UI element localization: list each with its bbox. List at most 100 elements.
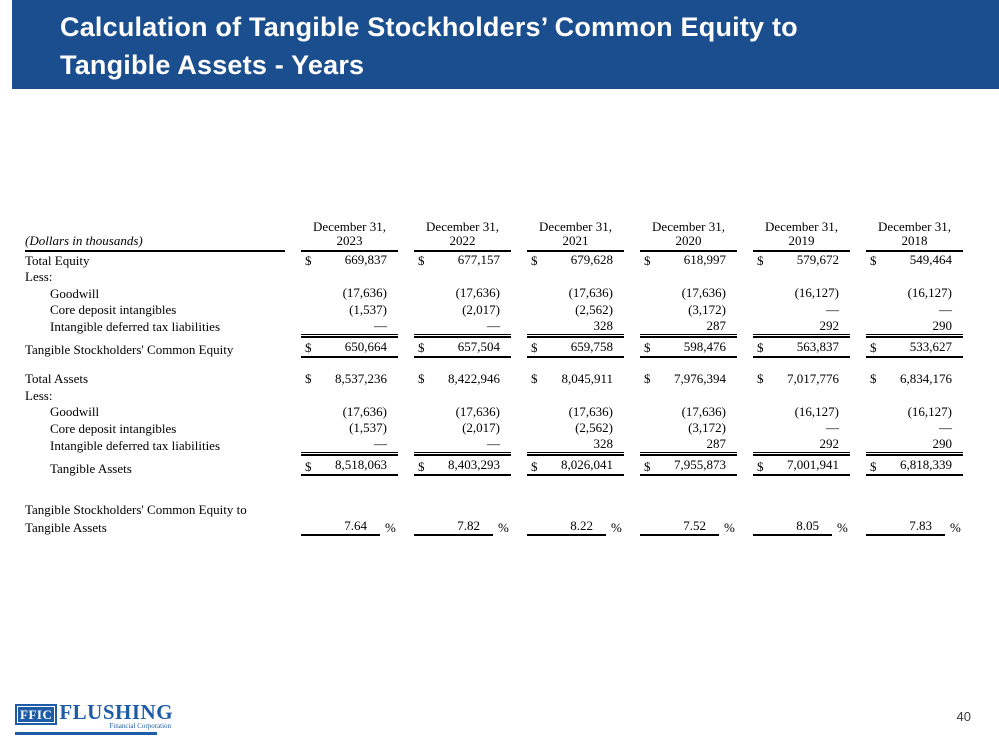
- value-cell: (17,636): [301, 404, 398, 420]
- currency-symbol: $: [305, 458, 312, 474]
- value: —: [374, 436, 387, 452]
- value-box: —: [753, 420, 850, 436]
- value-box: (17,636): [527, 404, 624, 420]
- value-box: —: [866, 420, 963, 436]
- value-box: $7,976,394: [640, 371, 737, 387]
- value-box: 290: [866, 436, 963, 454]
- value-box: 8.05: [753, 518, 832, 536]
- table-row: Less:: [25, 387, 975, 403]
- column-header-year: 2023: [336, 233, 363, 248]
- value-cell: (3,172): [640, 302, 737, 318]
- column-header-year: 2022: [449, 233, 476, 248]
- value-cell: —: [753, 420, 850, 436]
- slide-title-line1: Calculation of Tangible Stockholders’ Co…: [60, 12, 798, 42]
- value: 287: [706, 436, 727, 452]
- title-bar: Calculation of Tangible Stockholders’ Co…: [12, 0, 999, 89]
- value-cell: $677,157: [414, 252, 511, 268]
- value-box: 290: [866, 318, 963, 335]
- value-cell: —: [301, 436, 398, 454]
- value-cell: (17,636): [640, 404, 737, 420]
- logo-company-name: FLUSHING: [59, 700, 174, 724]
- value-box: $669,837: [301, 252, 398, 268]
- value-cell: (16,127): [866, 404, 963, 420]
- percent-sign: %: [950, 520, 961, 536]
- column-header-year: 2021: [562, 233, 589, 248]
- value-cell: (17,636): [527, 285, 624, 301]
- value-cell: $598,476: [640, 335, 737, 358]
- row-label: Core deposit intangibles: [50, 302, 177, 318]
- table-row: Goodwill (17,636) (17,636) (17,636) (17,636)…: [25, 285, 975, 301]
- currency-symbol: $: [644, 340, 651, 356]
- value-cell: 7.52%: [640, 518, 737, 536]
- percent-sign: %: [611, 520, 622, 536]
- logo-text-wrap: FLUSHING Financial Corporation: [59, 700, 174, 731]
- value-box: $8,422,946: [414, 371, 511, 387]
- value: 7,017,776: [787, 370, 839, 386]
- value: 7.82: [457, 517, 480, 533]
- value-cell: $6,818,339: [866, 453, 963, 477]
- value: 328: [593, 317, 614, 333]
- value-cell: 292: [753, 436, 850, 454]
- value: 8,045,911: [561, 370, 613, 386]
- row-label: Tangible Assets: [25, 520, 107, 536]
- value-cell: $8,403,293: [414, 453, 511, 477]
- currency-symbol: $: [757, 458, 764, 474]
- dollars-in-thousands-note: (Dollars in thousands): [25, 233, 285, 252]
- value: —: [939, 420, 952, 436]
- value-cell: $8,026,041: [527, 453, 624, 477]
- value-box: (2,562): [527, 302, 624, 318]
- value: (1,537): [349, 420, 387, 436]
- value-box: (17,636): [527, 285, 624, 301]
- value: 6,818,339: [900, 457, 952, 473]
- company-logo: FFIC FLUSHING Financial Corporation: [15, 702, 173, 735]
- column-header-2022: December 31, 2022: [414, 220, 511, 252]
- value: 579,672: [796, 252, 839, 268]
- value-cell: 290: [866, 318, 963, 335]
- value-cell: $618,997: [640, 252, 737, 268]
- page-number: 40: [956, 709, 971, 724]
- column-header-date-label: December 31,: [652, 219, 725, 234]
- currency-symbol: $: [418, 458, 425, 474]
- value-cell: (16,127): [753, 404, 850, 420]
- value: 618,997: [683, 252, 726, 268]
- value-cell: 287: [640, 318, 737, 335]
- currency-symbol: $: [418, 371, 425, 387]
- column-header-2020: December 31, 2020: [640, 220, 737, 252]
- value: (2,017): [462, 301, 500, 317]
- percent-sign: %: [837, 520, 848, 536]
- value-box: $679,628: [527, 252, 624, 268]
- value-cell: (3,172): [640, 420, 737, 436]
- value: (2,562): [575, 420, 613, 436]
- value-cell: 328: [527, 318, 624, 335]
- value-box: —: [414, 436, 511, 454]
- value-cell: $533,627: [866, 335, 963, 358]
- value: (17,636): [681, 403, 726, 419]
- value: (16,127): [794, 403, 839, 419]
- row-label: Less:: [25, 387, 53, 403]
- table-row: Tangible Stockholders' Common Equity $650…: [25, 335, 975, 358]
- value: 8.05: [796, 517, 819, 533]
- value-cell: $8,518,063: [301, 453, 398, 477]
- value-cell: 8.05%: [753, 518, 850, 536]
- value: 6,834,176: [900, 370, 952, 386]
- value: 679,628: [570, 252, 613, 268]
- value-box: —: [301, 318, 398, 335]
- value-cell: (1,537): [301, 302, 398, 318]
- value-box: $650,664: [301, 335, 398, 358]
- value: —: [374, 317, 387, 333]
- value-box: (1,537): [301, 420, 398, 436]
- row-label: Tangible Assets: [50, 460, 132, 476]
- value: —: [826, 301, 839, 317]
- value: 7,976,394: [674, 370, 726, 386]
- value: (3,172): [688, 301, 726, 317]
- table-row: Core deposit intangibles (1,537) (2,017) (2…: [25, 301, 975, 318]
- value: 7,001,941: [787, 457, 839, 473]
- value-box: (17,636): [640, 285, 737, 301]
- percent-sign: %: [385, 520, 396, 536]
- value: 7.52: [683, 517, 706, 533]
- value: 598,476: [683, 338, 726, 354]
- table-row: Tangible Stockholders' Common Equity to: [25, 501, 975, 517]
- value: (17,636): [455, 403, 500, 419]
- value-box: 328: [527, 318, 624, 335]
- value-box: (17,636): [301, 404, 398, 420]
